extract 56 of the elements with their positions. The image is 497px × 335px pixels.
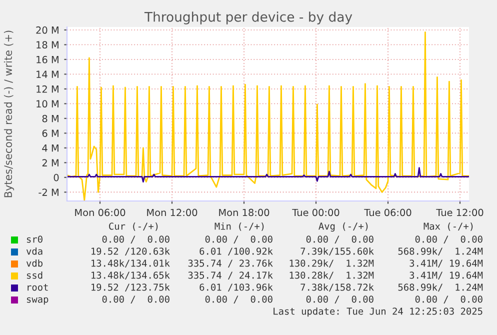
x-tick-label: Tue 12:00: [436, 208, 484, 216]
text: Max (-/+): [424, 222, 473, 231]
text: 0.00 / 0.00: [205, 236, 272, 244]
text: Last update: Tue Jun 24 12:25:03 2025: [274, 307, 482, 317]
text: 6.01 /103.96k: [200, 283, 273, 292]
text: 0.00 / 0.00: [306, 236, 374, 244]
x-tick-label: Tue 06:00: [364, 208, 412, 216]
y-tick-label: 2 M: [42, 159, 58, 166]
chart-title: Throughput per device - by day: [144, 12, 352, 24]
text: 19.52 /120.63k: [92, 247, 170, 256]
text: 568.99k/ 1.24M: [398, 247, 483, 256]
text: 19.52 /123.75k: [92, 283, 170, 292]
y-tick-label: 14 M: [36, 70, 58, 78]
legend-label: sr0: [26, 236, 42, 243]
text: 0.00 / 0.00: [102, 296, 170, 304]
y-tick-label: 4 M: [42, 144, 58, 152]
legend-label: ssd: [26, 271, 42, 279]
text: 13.48k/134.01k: [92, 259, 170, 268]
y-tick-label: 6 M: [42, 130, 58, 137]
text: 7.39k/155.60k: [300, 247, 374, 256]
text: 335.74 / 24.17k: [188, 271, 273, 280]
x-tick-label: Mon 12:00: [147, 208, 198, 216]
text: 3.41M/ 19.64M: [410, 260, 483, 268]
x-tick-label: Mon 06:00: [75, 208, 126, 216]
text: 0.00 / 0.00: [415, 296, 482, 304]
text: 0.00 / 0.00: [205, 296, 272, 304]
legend-label: vda: [26, 247, 42, 255]
text: Avg (-/+): [318, 222, 368, 232]
y-tick-label: 12 M: [36, 85, 58, 93]
y-tick-label: -2 M: [38, 188, 58, 196]
y-tick-label: 8 M: [42, 114, 58, 122]
text: 13.48k/134.65k: [92, 271, 170, 280]
y-tick-label: 18 M: [36, 41, 58, 49]
line-series: [67, 167, 469, 183]
text: 335.74 / 23.76k: [188, 259, 273, 268]
x-tick-label: Tue 00:00: [292, 208, 340, 216]
text: 6.01 /100.92k: [200, 247, 273, 256]
text: Cur (-/+): [109, 222, 158, 231]
text: 3.41M/ 19.64M: [410, 272, 483, 280]
text: 7.38k/158.72k: [300, 283, 374, 292]
y-tick-label: 10 M: [36, 100, 58, 108]
x-tick-label: Mon 18:00: [219, 208, 270, 216]
y-tick-label: 16 M: [36, 56, 58, 64]
y-tick-label: 0: [54, 174, 59, 182]
y-tick-label: 20 M: [36, 26, 58, 34]
y-axis-title: Bytes/second read (-) / write (+): [4, 30, 14, 198]
text: 130.29k/ 1.32M: [290, 259, 374, 268]
text: Min (-/+): [214, 222, 264, 231]
text: 0.00 / 0.00: [415, 236, 482, 244]
text: 0.00 / 0.00: [102, 236, 170, 244]
text: 130.28k/ 1.32M: [290, 271, 374, 280]
legend-label: swap: [26, 297, 48, 305]
legend-label: root: [28, 284, 48, 291]
text: 568.99k/ 1.24M: [398, 283, 483, 292]
text: 0.00 / 0.00: [306, 296, 374, 304]
legend-label: vdb: [26, 259, 42, 267]
